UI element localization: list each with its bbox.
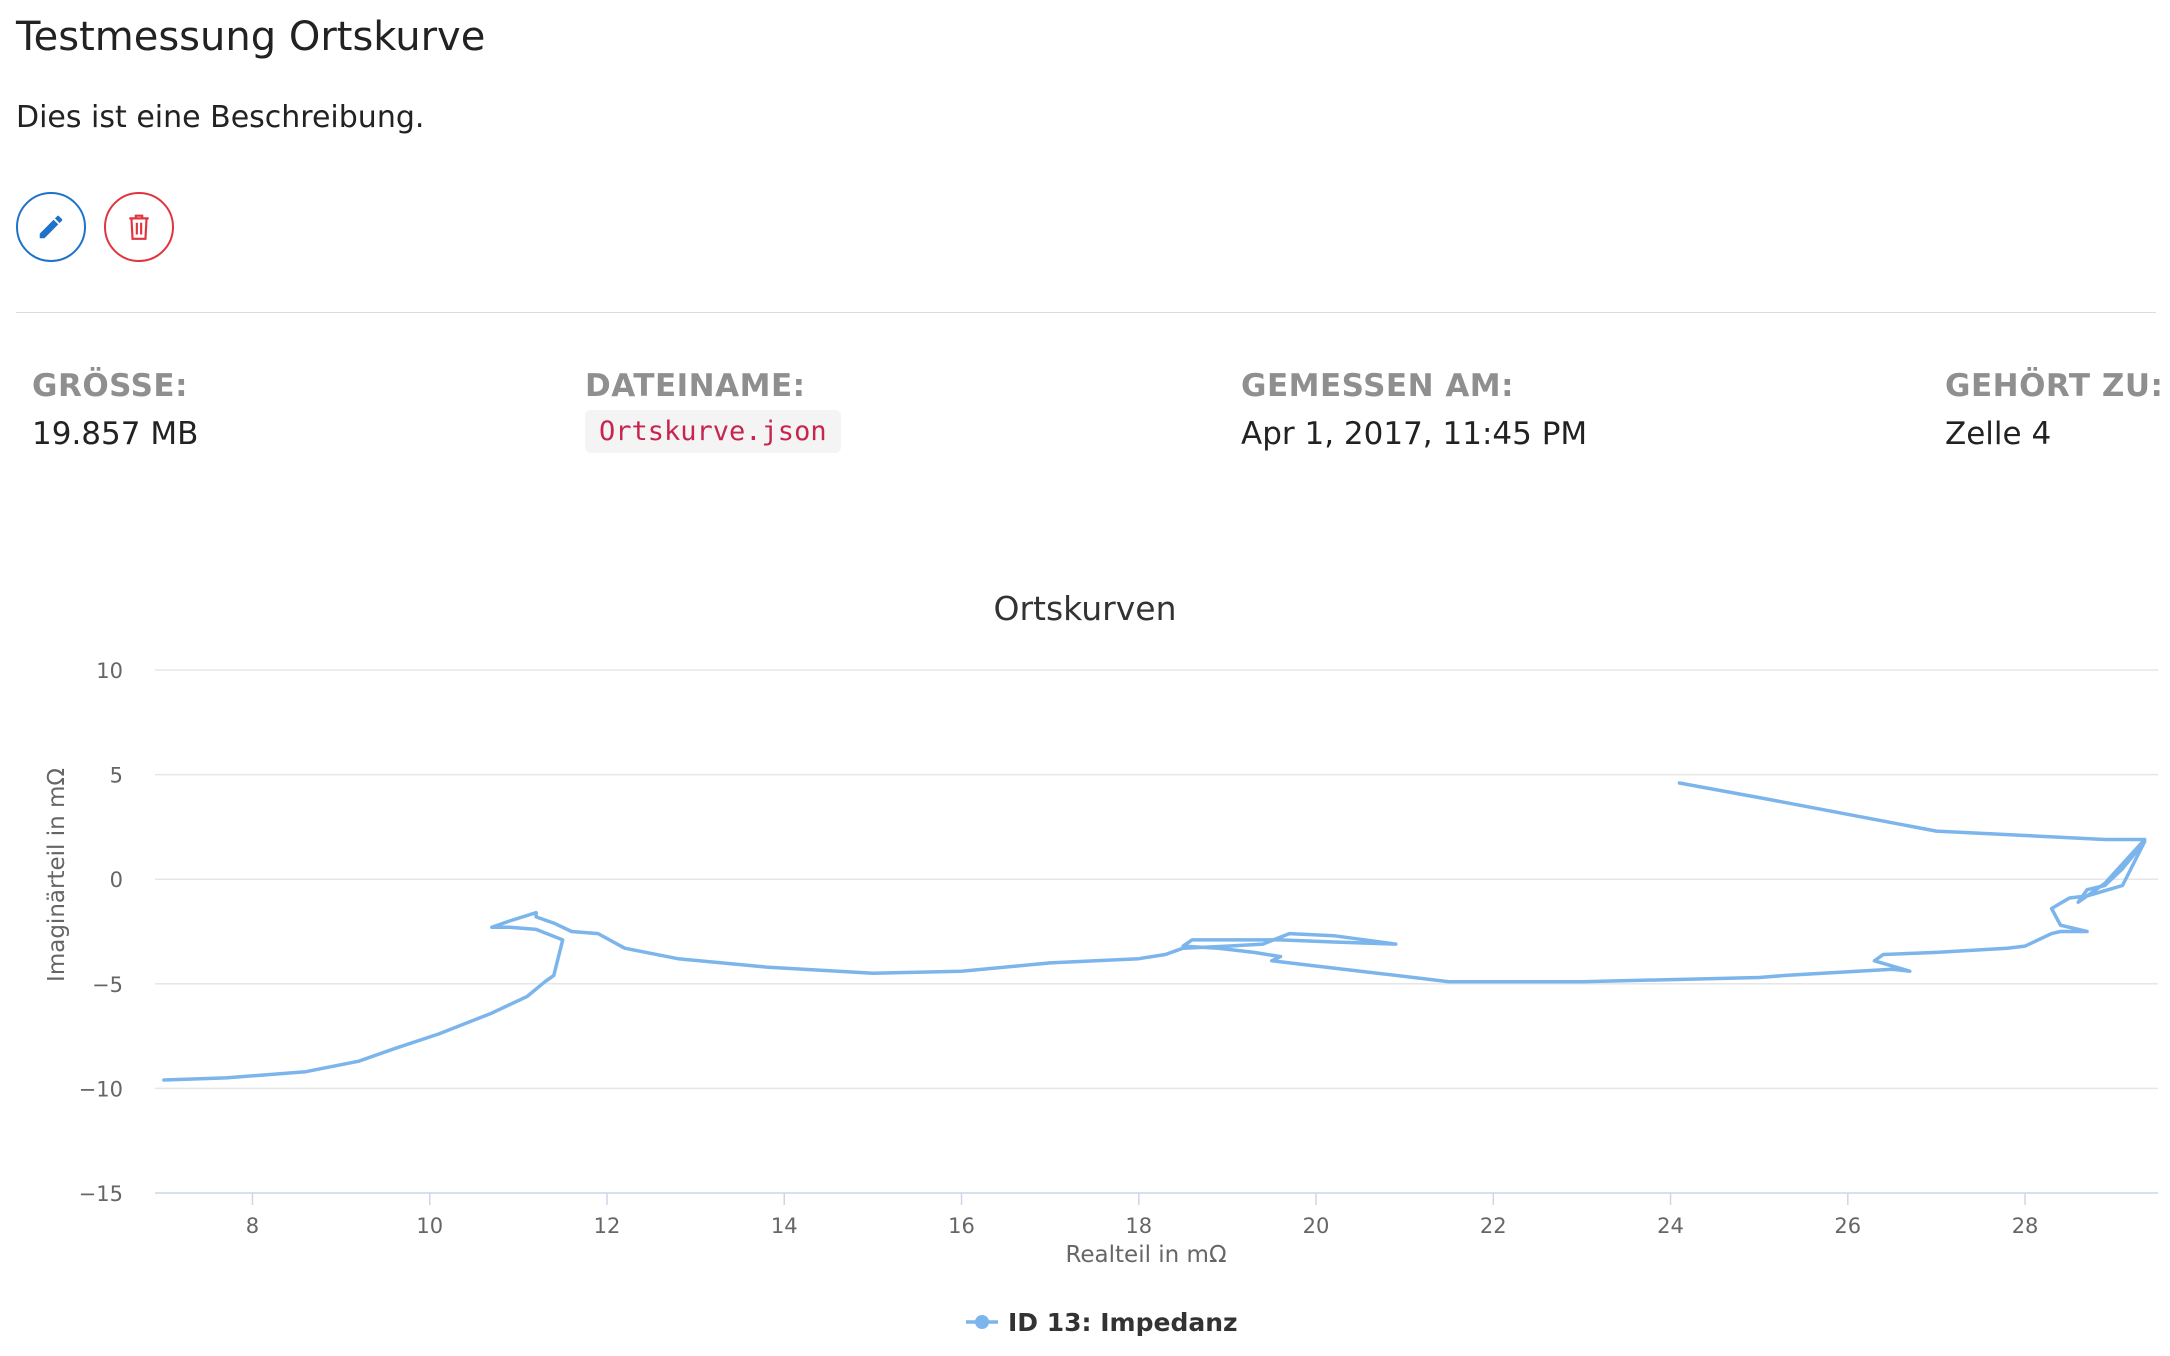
filename-label: DATEINAME:	[585, 368, 806, 404]
y-tick-label: 10	[96, 659, 123, 683]
x-tick-label: 28	[2012, 1214, 2039, 1238]
x-tick-label: 8	[246, 1214, 259, 1238]
x-tick-label: 12	[594, 1214, 621, 1238]
y-tick-label: −15	[79, 1182, 123, 1206]
measured-date-label: GEMESSEN AM:	[1241, 368, 1515, 404]
chart-title: Ortskurven	[994, 589, 1177, 628]
x-tick-label: 18	[1125, 1214, 1152, 1238]
x-tick-label: 16	[948, 1214, 975, 1238]
belongs-to-label: GEHÖRT ZU:	[1945, 368, 2164, 404]
series-line	[162, 781, 2147, 1082]
delete-button[interactable]	[104, 192, 174, 262]
page-title: Testmessung Ortskurve	[16, 14, 486, 60]
y-tick-label: −5	[92, 973, 123, 997]
y-tick-label: 0	[110, 868, 123, 892]
x-tick-label: 10	[416, 1214, 443, 1238]
filename-value: Ortskurve.json	[585, 410, 841, 453]
pencil-icon	[36, 212, 66, 242]
trash-icon	[126, 213, 152, 241]
edit-button[interactable]	[16, 192, 86, 262]
divider	[16, 312, 2156, 313]
y-axis-title: Imaginärteil in mΩ	[44, 768, 70, 982]
y-tick-label: −10	[79, 1077, 123, 1101]
x-tick-label: 20	[1303, 1214, 1330, 1238]
belongs-to-value: Zelle 4	[1945, 416, 2052, 452]
chart-legend[interactable]: ID 13: Impedanz	[966, 1308, 1238, 1337]
legend-label: ID 13: Impedanz	[1008, 1308, 1238, 1337]
y-tick-label: 5	[110, 764, 123, 788]
page-description: Dies ist eine Beschreibung.	[16, 100, 425, 135]
x-axis-title: Realteil in mΩ	[1065, 1242, 1226, 1268]
impedance-chart: Ortskurven 10 5 0 −5 −10 −15 8 10 12 14 16 18 20 22 2…	[44, 589, 2158, 1337]
x-tick-label: 24	[1657, 1214, 1684, 1238]
legend-marker	[975, 1315, 989, 1329]
x-tick-label: 14	[771, 1214, 798, 1238]
size-label: GRÖSSE:	[32, 368, 189, 404]
x-tick-label: 22	[1480, 1214, 1507, 1238]
size-value: 19.857 MB	[32, 416, 199, 452]
x-tick-label: 26	[1834, 1214, 1861, 1238]
measured-date-value: Apr 1, 2017, 11:45 PM	[1241, 416, 1588, 452]
